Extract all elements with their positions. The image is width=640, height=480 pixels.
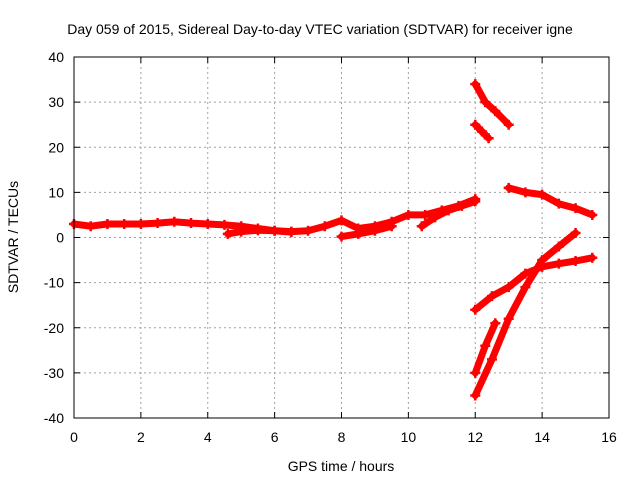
data-point: [537, 189, 548, 200]
data-point: [486, 354, 497, 365]
y-tick-label: 10: [48, 184, 64, 200]
data-point: [483, 133, 494, 144]
y-tick-label: -10: [44, 275, 64, 291]
data-point: [520, 268, 531, 279]
series-arc-b: [470, 119, 494, 144]
data-point: [470, 390, 481, 401]
data-point: [587, 209, 598, 220]
data-point: [490, 106, 501, 117]
data-point: [486, 291, 497, 302]
data-point: [553, 258, 564, 269]
data-point: [416, 221, 427, 232]
x-tick-label: 4: [204, 429, 212, 445]
data-point: [369, 225, 380, 236]
data-point: [222, 228, 233, 239]
series-line: [471, 229, 580, 399]
series-arc-a: [470, 79, 514, 130]
data-point: [336, 231, 347, 242]
series-band-post: [416, 196, 481, 232]
data-point: [490, 318, 501, 329]
x-axis: 0 2 4 6 8 10 12 14 16: [70, 57, 617, 445]
series-arc-f: [470, 318, 501, 378]
data-point: [570, 227, 581, 238]
data-point: [152, 218, 163, 229]
data-point: [303, 225, 314, 236]
data-point: [503, 313, 514, 324]
y-tick-label: -40: [44, 410, 64, 426]
x-tick-label: 6: [271, 429, 279, 445]
y-axis-label: SDTVAR / TECUs: [5, 181, 21, 293]
series-band-dip: [336, 221, 397, 242]
data-point: [570, 203, 581, 214]
x-tick-label: 16: [601, 429, 617, 445]
data-point: [336, 215, 347, 226]
data-point: [587, 252, 598, 263]
data-point: [269, 225, 280, 236]
y-axis: -40 -30 -20 -10 0 10 20 30 40: [44, 49, 609, 426]
data-point: [570, 255, 581, 266]
data-point: [219, 219, 230, 230]
data-point: [480, 340, 491, 351]
data-point: [135, 218, 146, 229]
data-point: [202, 218, 213, 229]
data-point: [470, 119, 481, 130]
data-point: [470, 196, 481, 207]
data-point: [520, 187, 531, 198]
data-point: [169, 216, 180, 227]
data-point: [85, 221, 96, 232]
data-point: [480, 97, 491, 108]
y-tick-label: 30: [48, 94, 64, 110]
x-tick-label: 0: [70, 429, 78, 445]
series-arc-c: [503, 182, 598, 220]
data-point: [503, 182, 514, 193]
y-tick-label: 40: [48, 49, 64, 65]
data-point: [520, 282, 531, 293]
data-point: [236, 226, 247, 237]
data-point: [456, 200, 467, 211]
series-arc-d: [470, 252, 598, 315]
data-layer: [69, 79, 598, 401]
chart-title: Day 059 of 2015, Sidereal Day-to-day VTE…: [67, 21, 573, 37]
data-point: [470, 79, 481, 90]
data-point: [403, 209, 414, 220]
data-point: [470, 367, 481, 378]
data-point: [503, 282, 514, 293]
series-band-low: [222, 225, 297, 239]
data-point: [443, 205, 454, 216]
x-axis-label: GPS time / hours: [288, 458, 395, 474]
data-point: [503, 119, 514, 130]
x-tick-label: 12: [467, 429, 483, 445]
data-point: [553, 198, 564, 209]
data-point: [353, 228, 364, 239]
data-point: [476, 126, 487, 137]
y-tick-label: -20: [44, 320, 64, 336]
y-tick-label: 0: [56, 230, 64, 246]
data-point: [537, 255, 548, 266]
data-point: [430, 212, 441, 223]
data-point: [119, 218, 130, 229]
data-point: [386, 221, 397, 232]
series-arc-e: [470, 227, 581, 401]
x-tick-label: 10: [401, 429, 417, 445]
data-point: [420, 209, 431, 220]
series-line: [471, 80, 513, 129]
data-point: [553, 241, 564, 252]
x-tick-label: 2: [137, 429, 145, 445]
x-tick-label: 8: [338, 429, 346, 445]
y-tick-label: 20: [48, 139, 64, 155]
data-point: [252, 225, 263, 236]
data-point: [470, 304, 481, 315]
x-tick-label: 14: [534, 429, 550, 445]
data-point: [286, 227, 297, 238]
data-point: [102, 218, 113, 229]
data-point: [186, 218, 197, 229]
y-tick-label: -30: [44, 365, 64, 381]
data-point: [319, 221, 330, 232]
series-line: [338, 222, 396, 241]
